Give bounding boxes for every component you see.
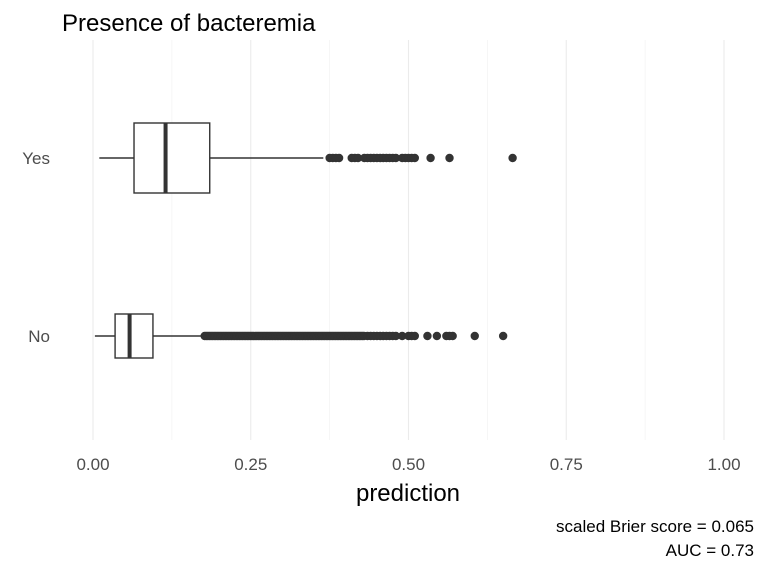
outlier-point [448, 331, 457, 341]
x-axis-label: prediction [356, 480, 460, 507]
x-tick-label: 0.50 [392, 455, 425, 474]
box-yes [133, 122, 211, 194]
outlier-point [397, 331, 407, 341]
outlier-point [353, 153, 363, 163]
outlier-point [470, 331, 479, 341]
x-tick-label: 0.00 [76, 455, 109, 474]
outlier-point [334, 153, 344, 163]
outlier-point [508, 153, 517, 163]
outlier-point [410, 331, 420, 341]
x-tick-label: 0.25 [234, 455, 267, 474]
box-no [114, 313, 154, 359]
outlier-point [391, 331, 401, 341]
outlier-point [445, 153, 454, 163]
outlier-point [423, 331, 432, 341]
auc-caption: AUC = 0.73 [665, 541, 754, 560]
y-tick-label: No [28, 327, 50, 346]
grid-lines [92, 40, 725, 440]
outlier-point [426, 153, 435, 163]
box-series [94, 122, 517, 359]
brier-score-caption: scaled Brier score = 0.065 [556, 517, 754, 536]
x-tick-label: 0.75 [550, 455, 583, 474]
chart-title: Presence of bacteremia [62, 10, 316, 37]
x-axis-ticks: 0.00 0.25 0.50 0.75 1.00 [76, 455, 740, 474]
outlier-point [498, 331, 508, 341]
x-tick-label: 1.00 [707, 455, 740, 474]
y-axis-ticks: Yes No [22, 149, 50, 346]
outlier-point [391, 153, 401, 163]
outlier-point [432, 331, 442, 341]
y-tick-label: Yes [22, 149, 50, 168]
outlier-point [410, 153, 420, 163]
